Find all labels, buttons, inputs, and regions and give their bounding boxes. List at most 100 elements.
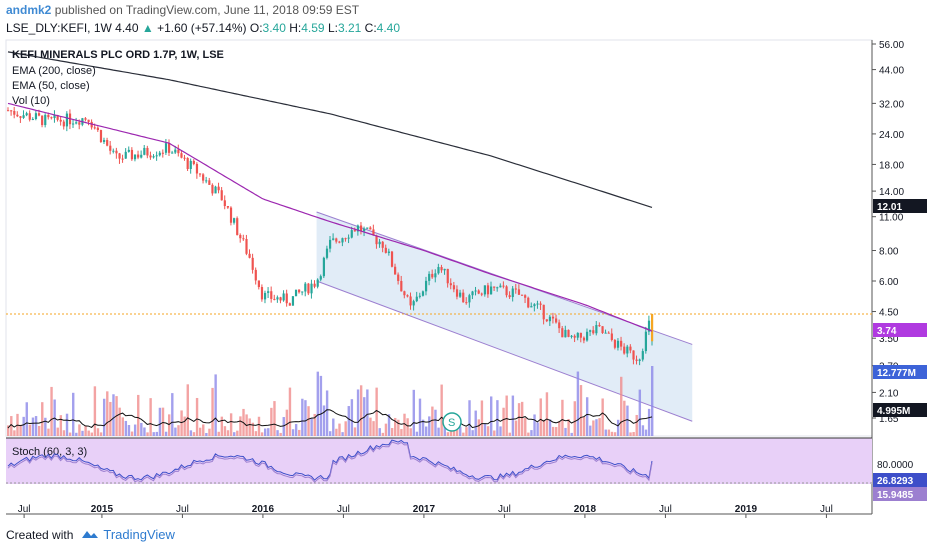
- volume-bar: [322, 405, 326, 436]
- volume-bar: [356, 389, 360, 436]
- candle-body: [353, 230, 356, 232]
- volume-bar: [527, 432, 530, 436]
- candle-body: [418, 295, 421, 297]
- volume-bar: [298, 429, 301, 436]
- candle-body: [626, 346, 629, 354]
- volume-bar: [143, 427, 146, 436]
- candle-body: [468, 295, 471, 303]
- volume-bar: [477, 419, 481, 436]
- candle-body: [220, 190, 223, 201]
- candle-body: [607, 332, 610, 334]
- volume-bar: [530, 430, 533, 436]
- volume-bar: [273, 401, 276, 436]
- volume-bar: [319, 375, 323, 436]
- candle-body: [310, 283, 313, 294]
- volume-bar: [561, 399, 564, 436]
- parallel-channel[interactable]: [316, 211, 693, 422]
- volume-bar: [483, 423, 487, 436]
- candle-body: [28, 113, 31, 120]
- volume-bar: [254, 431, 258, 436]
- candle-body: [409, 296, 412, 306]
- candle-body: [93, 127, 96, 129]
- candle-body: [298, 289, 301, 293]
- volume-bar: [341, 432, 344, 436]
- tradingview-logo[interactable]: TradingView: [80, 527, 175, 542]
- candle-body: [183, 157, 186, 159]
- candle-body: [75, 122, 78, 124]
- time-tick-label: 2016: [252, 504, 275, 515]
- volume-bar: [78, 424, 81, 436]
- candle-body: [127, 149, 130, 152]
- candle-body: [56, 115, 59, 120]
- volume-bar: [155, 431, 159, 436]
- volume-bar: [140, 422, 143, 436]
- candle-body: [161, 152, 165, 154]
- volume-bar: [387, 414, 391, 436]
- volume-bar: [285, 409, 289, 436]
- volume-bar: [403, 413, 406, 436]
- volume-bar: [384, 423, 388, 436]
- candle-body: [601, 326, 604, 334]
- volume-bar: [372, 421, 375, 436]
- volume-bar: [434, 409, 437, 436]
- channel-lower-line[interactable]: [316, 280, 693, 422]
- volume-bar: [99, 432, 103, 436]
- candle-body: [10, 110, 13, 112]
- volume-bar: [421, 419, 425, 436]
- username[interactable]: andmk2: [6, 3, 52, 17]
- volume-bar: [570, 432, 573, 436]
- candle-body: [530, 306, 533, 308]
- candle-body: [217, 186, 220, 191]
- volume-bar: [233, 432, 236, 436]
- volume-bar: [65, 413, 69, 436]
- candle-body: [205, 180, 208, 182]
- candle-body: [177, 149, 180, 154]
- legend-ema200[interactable]: EMA (200, close): [12, 65, 96, 77]
- volume-bar: [555, 427, 558, 436]
- volume-bar: [248, 418, 251, 436]
- legend-title: KEFI MINERALS PLC ORD 1.7P, 1W, LSE: [12, 49, 224, 61]
- candle-body: [208, 180, 211, 185]
- volume-bar: [301, 398, 304, 436]
- ema50-line: [7, 102, 653, 332]
- price-tick-label: 3.50: [879, 334, 899, 345]
- candle-body: [573, 335, 576, 338]
- legend-vol[interactable]: Vol (10): [12, 95, 50, 107]
- volume-ma-price-label-bg: [873, 403, 927, 417]
- volume-bar: [13, 430, 16, 436]
- split-marker-icon[interactable]: [442, 412, 462, 432]
- high-value: 4.59: [301, 21, 325, 35]
- volume-bar: [542, 419, 546, 436]
- candle-body: [397, 274, 400, 281]
- candle-body: [236, 218, 239, 235]
- candle-body: [394, 266, 397, 275]
- candle-body: [19, 116, 22, 118]
- volume-bar: [161, 407, 165, 436]
- legend-ema50[interactable]: EMA (50, close): [12, 80, 90, 92]
- volume-bar: [524, 418, 527, 436]
- candle-body: [582, 337, 586, 341]
- volume-price-label: 12.777M: [877, 368, 916, 379]
- candle-body: [109, 145, 112, 151]
- candle-body: [99, 130, 103, 142]
- candle-body: [189, 160, 192, 169]
- volume-bar: [576, 371, 580, 436]
- volume-bar: [102, 398, 106, 436]
- candle-body: [285, 293, 288, 304]
- candle-body: [567, 329, 570, 337]
- candle-body: [273, 298, 276, 300]
- stoch-label[interactable]: Stoch (60, 3, 3): [12, 446, 87, 458]
- volume-bar: [291, 429, 295, 436]
- candle-body: [452, 285, 456, 290]
- volume-bar: [635, 414, 638, 436]
- candle-body: [570, 335, 573, 337]
- time-tick-label: Jul: [820, 504, 833, 515]
- volume-bar: [220, 416, 224, 436]
- candle-body: [282, 293, 285, 301]
- candle-body: [276, 297, 279, 300]
- volume-bar: [186, 384, 189, 436]
- volume-bar: [31, 417, 35, 436]
- candle-body: [555, 318, 558, 323]
- volume-bar: [394, 417, 397, 436]
